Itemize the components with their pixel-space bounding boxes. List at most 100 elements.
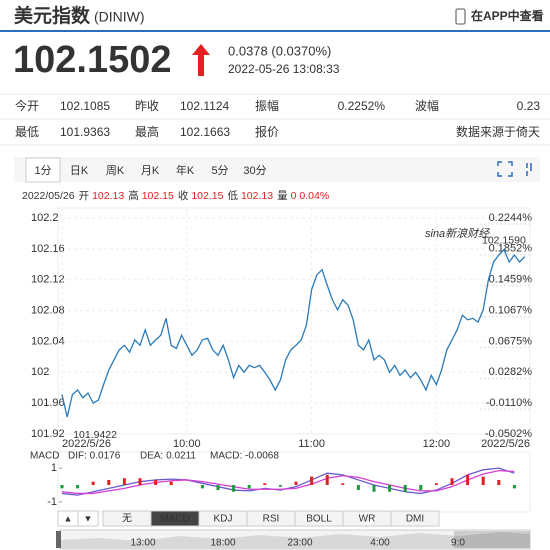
macd-bar — [247, 485, 251, 489]
macd-bar — [107, 479, 111, 485]
tab-box — [390, 510, 440, 527]
period-tab[interactable]: 周K — [106, 164, 125, 177]
arrow-button[interactable]: ▼ — [77, 510, 99, 527]
tab-label: 30分 — [243, 164, 266, 177]
period-tab[interactable]: 日K — [70, 165, 89, 177]
y2-tick-label: 0.1459% — [489, 274, 533, 286]
toolbar-icons[interactable] — [497, 161, 532, 177]
arrow-button[interactable]: ▲ — [57, 510, 79, 527]
tab-label: MACD — [160, 514, 189, 525]
y-tick-label: 101.96 — [31, 397, 65, 409]
macd-bar — [356, 485, 360, 491]
ohlc-label: 开 — [79, 190, 90, 202]
y2-tick-label: -0.0110% — [486, 397, 532, 409]
macd-bar — [200, 485, 204, 489]
indicator-tab[interactable]: KDJ — [198, 510, 248, 527]
line — [61, 470, 515, 495]
phone-icon — [455, 8, 466, 25]
x-tick-label: 11:00 — [298, 438, 325, 450]
button-label: ▼ — [84, 513, 93, 523]
macd-bar — [325, 474, 329, 485]
ohlc-value: 102.13 — [92, 190, 124, 202]
tab-label: 日K — [70, 165, 89, 177]
macd-bar — [388, 485, 392, 492]
stat-label: 振幅 — [255, 98, 279, 113]
indicator-tab[interactable]: WR — [342, 510, 392, 527]
tab-label: 周K — [106, 164, 125, 177]
button-box — [77, 510, 99, 527]
macd-bar — [232, 485, 236, 492]
macd-bar — [310, 476, 314, 485]
indicator-tab[interactable]: MACD — [150, 510, 200, 527]
y-tick-label: 101.92 — [31, 428, 65, 440]
indicator-tab[interactable]: RSI — [246, 510, 296, 527]
macd-bar — [419, 485, 423, 491]
macd-bar — [122, 478, 126, 485]
stat-value: 101.9363 — [60, 125, 110, 139]
period-tab[interactable]: 年K — [176, 163, 195, 177]
y2-tick-label: 0.2244% — [489, 212, 533, 224]
macd-frame — [57, 451, 531, 513]
navigator-window[interactable] — [454, 531, 530, 548]
y-tick-label: 102.2 — [31, 212, 59, 224]
title: 美元指数 — [14, 4, 91, 27]
ohlc-value: 102.15 — [142, 190, 174, 202]
indicator-tab[interactable]: 无 — [102, 510, 152, 527]
y2-tick-label: 0.0675% — [489, 335, 533, 347]
navigator-handle[interactable] — [56, 531, 61, 548]
app-link[interactable]: 在APP中查看 — [471, 8, 544, 23]
stat-value: 0.2252% — [338, 99, 386, 113]
period-bar — [14, 157, 540, 182]
macd-tick-label: -1 — [47, 496, 57, 508]
ohlc-label: 量 — [277, 190, 288, 202]
stat-value: 数据来源于倚天 — [456, 124, 540, 139]
period-tab[interactable]: 月K — [141, 165, 160, 177]
tab-label: RSI — [263, 514, 280, 525]
navigator-label: 4:00 — [370, 538, 390, 549]
y-tick-label: 102 — [31, 366, 49, 378]
macd-bar — [278, 485, 282, 487]
macd-bar — [403, 485, 407, 492]
stat-label: 今开 — [15, 98, 39, 113]
stat-label: 最高 — [135, 124, 159, 139]
y-tick-label: 102.16 — [31, 243, 65, 255]
x-tick-label: 2022/5/26 — [481, 438, 530, 450]
legend-entry: DIF: 0.0176 — [68, 451, 121, 462]
tab-label: 年K — [176, 163, 195, 177]
y-tick-label: 102.12 — [31, 274, 65, 286]
tab-label: KDJ — [214, 514, 233, 525]
x-tick-label: 10:00 — [173, 438, 201, 450]
macd-bar — [154, 479, 158, 485]
period-tab[interactable]: 1分 — [25, 157, 61, 183]
period-tab[interactable]: 30分 — [243, 164, 266, 177]
timestamp: 2022-05-26 13:08:33 — [228, 62, 340, 76]
period-tab[interactable]: 5分 — [211, 164, 228, 177]
macd-bar — [263, 483, 267, 485]
macd-bar — [512, 485, 516, 489]
macd-bar — [434, 483, 438, 485]
indicator-tab[interactable]: BOLL — [294, 510, 344, 527]
legend-entry: MACD: -0.0068 — [210, 451, 279, 462]
macd-bar — [450, 478, 454, 485]
price: 102.1502 — [13, 39, 172, 81]
macd-bar — [169, 481, 173, 485]
y-tick-label: 102.08 — [31, 304, 65, 316]
legend-entry: DEA: 0.0211 — [140, 451, 196, 462]
tab-label: DMI — [406, 514, 424, 525]
navigator-area — [60, 532, 530, 549]
ohlc-label: 收 — [178, 189, 189, 202]
macd-tick-label: 1 — [51, 462, 57, 474]
y-tick-label: 102.04 — [31, 335, 65, 347]
stat-label: 昨收 — [135, 99, 159, 113]
tab-label: 5分 — [211, 164, 228, 177]
line — [61, 467, 515, 496]
y2-tick-label: 0.1852% — [489, 243, 533, 255]
macd-bar — [481, 476, 485, 485]
indicator-tab[interactable]: DMI — [390, 510, 440, 527]
macd-bar — [466, 474, 470, 485]
change: 0.0378 (0.0370%) — [228, 43, 331, 58]
x-tick-label: 2022/5/26 — [62, 438, 111, 450]
tab-label: 无 — [122, 514, 132, 525]
